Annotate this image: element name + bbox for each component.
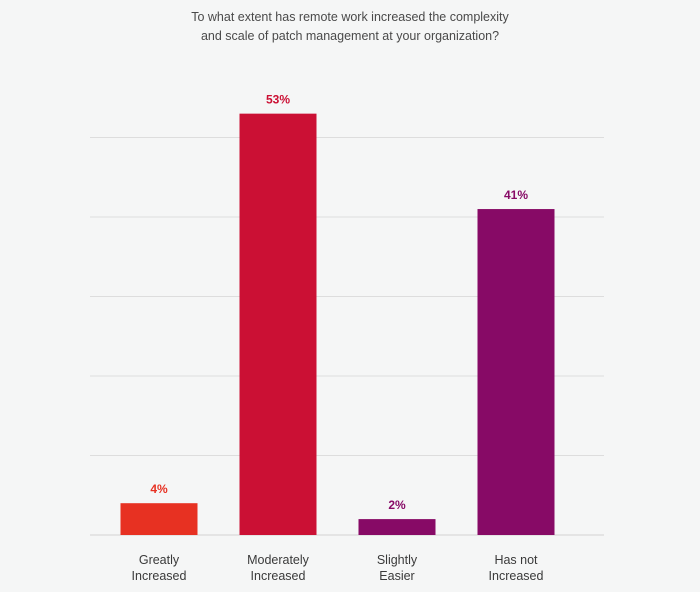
- category-label: Increased: [489, 569, 544, 583]
- category-label: Moderately: [247, 553, 310, 567]
- category-label: Increased: [132, 569, 187, 583]
- data-label: 53%: [266, 93, 290, 107]
- bar: [358, 519, 436, 535]
- chart-title-line-1: To what extent has remote work increased…: [191, 10, 509, 24]
- bar: [239, 113, 317, 536]
- bar: [120, 503, 198, 535]
- data-label: 41%: [504, 188, 528, 202]
- category-label: Increased: [251, 569, 306, 583]
- bar: [477, 209, 555, 536]
- category-label: Slightly: [377, 553, 418, 567]
- data-label: 4%: [150, 482, 168, 496]
- data-label: 2%: [388, 498, 406, 512]
- category-label: Easier: [379, 569, 414, 583]
- chart-title: To what extent has remote work increased…: [0, 8, 700, 46]
- chart-title-line-2: and scale of patch management at your or…: [200, 29, 500, 43]
- category-label: Greatly: [139, 553, 180, 567]
- category-label: Has not: [494, 553, 538, 567]
